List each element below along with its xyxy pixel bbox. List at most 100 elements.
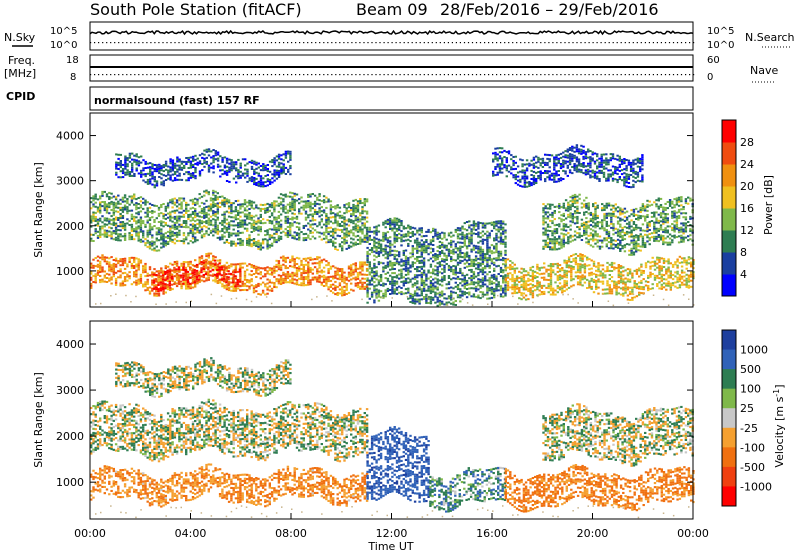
heatmap-cell: [486, 245, 488, 247]
heatmap-cell: [157, 276, 159, 278]
heatmap-cell: [318, 279, 320, 281]
heatmap-cell: [498, 257, 500, 259]
heatmap-cell: [119, 217, 121, 219]
heatmap-cell: [373, 241, 375, 243]
heatmap-cell: [223, 285, 225, 287]
heatmap-cell: [212, 161, 214, 163]
heatmap-cell: [430, 300, 432, 302]
heatmap-cell: [230, 265, 232, 267]
heatmap-cell: [185, 224, 187, 226]
heatmap-cell: [289, 210, 291, 212]
heatmap-cell: [427, 272, 429, 274]
heatmap-cell: [318, 271, 320, 273]
heatmap-cell: [507, 275, 509, 277]
heatmap-cell: [160, 204, 162, 206]
heatmap-cell: [196, 282, 198, 284]
heatmap-cell: [309, 193, 311, 195]
heatmap-cell: [359, 274, 361, 276]
heatmap-cell: [482, 279, 484, 281]
heatmap-cell: [230, 243, 232, 245]
heatmap-cell: [398, 229, 400, 231]
heatmap-cell: [253, 208, 255, 210]
nave-point: [287, 74, 288, 75]
heatmap-cell: [257, 230, 259, 232]
heatmap-cell: [352, 212, 354, 214]
heatmap-cell: [430, 286, 432, 288]
heatmap-cell: [153, 241, 155, 243]
heatmap-cell: [479, 257, 481, 259]
heatmap-cell: [305, 207, 307, 209]
heatmap-cell: [446, 239, 448, 241]
heatmap-cell: [307, 202, 309, 204]
heatmap-cell: [366, 277, 368, 279]
heatmap-cell: [332, 243, 334, 245]
heatmap-cell: [425, 294, 427, 296]
heatmap-cell: [352, 200, 354, 202]
heatmap-cell: [291, 217, 293, 219]
heatmap-cell: [271, 159, 273, 161]
heatmap-cell: [223, 213, 225, 215]
heatmap-cell: [450, 260, 452, 262]
heatmap-cell: [466, 252, 468, 254]
heatmap-cell: [491, 252, 493, 254]
heatmap-cell: [448, 275, 450, 277]
heatmap-cell: [291, 208, 293, 210]
heatmap-cell: [260, 169, 262, 171]
heatmap-cell: [380, 239, 382, 241]
heatmap-cell: [192, 207, 194, 209]
heatmap-cell: [484, 253, 486, 255]
heatmap-cell: [536, 264, 538, 266]
heatmap-cell: [482, 257, 484, 259]
heatmap-cell: [246, 218, 248, 220]
heatmap-cell: [237, 226, 239, 228]
heatmap-cell: [477, 248, 479, 250]
heatmap-cell: [151, 212, 153, 214]
heatmap-cell: [174, 226, 176, 228]
heatmap-cell: [502, 277, 504, 279]
nave-point: [235, 74, 236, 75]
heatmap-cell: [264, 267, 266, 269]
nave-point: [142, 74, 143, 75]
heatmap-cell: [430, 266, 432, 268]
heatmap-cell: [191, 282, 193, 284]
heatmap-cell: [147, 242, 149, 244]
heatmap-cell: [407, 269, 409, 271]
heatmap-cell: [205, 267, 207, 269]
heatmap-cell: [464, 283, 466, 285]
nave-point: [122, 74, 123, 75]
nsearch-point: [460, 42, 461, 43]
heatmap-cell: [151, 165, 153, 167]
heatmap-cell: [167, 207, 169, 209]
heatmap-cell: [479, 232, 481, 234]
nave-point: [251, 74, 252, 75]
nsearch-point: [400, 42, 401, 43]
heatmap-cell: [158, 215, 160, 217]
heatmap-cell: [251, 162, 253, 164]
heatmap-cell: [294, 209, 296, 211]
heatmap-cell: [294, 260, 296, 262]
heatmap-cell: [260, 210, 262, 212]
heatmap-cell: [160, 283, 162, 285]
heatmap-cell: [425, 241, 427, 243]
heatmap-cell: [448, 243, 450, 245]
heatmap-cell: [287, 281, 289, 283]
heatmap-cell: [192, 231, 194, 233]
heatmap-cell: [366, 290, 368, 292]
heatmap-cell: [271, 229, 273, 231]
nave-point: [609, 74, 610, 75]
heatmap-cell: [430, 292, 432, 294]
heatmap-cell: [287, 195, 289, 197]
heatmap-cell: [364, 282, 366, 284]
heatmap-cell: [164, 287, 166, 289]
heatmap-cell: [398, 278, 400, 280]
heatmap-cell: [300, 276, 302, 278]
heatmap-cell: [253, 285, 255, 287]
heatmap-cell: [196, 278, 198, 280]
nsearch-point: [585, 42, 586, 43]
heatmap-cell: [142, 198, 144, 200]
nsearch-point: [307, 42, 308, 43]
heatmap-cell: [287, 226, 289, 228]
heatmap-cell: [124, 164, 126, 166]
heatmap-cell: [457, 288, 459, 290]
heatmap-cell: [327, 262, 329, 264]
